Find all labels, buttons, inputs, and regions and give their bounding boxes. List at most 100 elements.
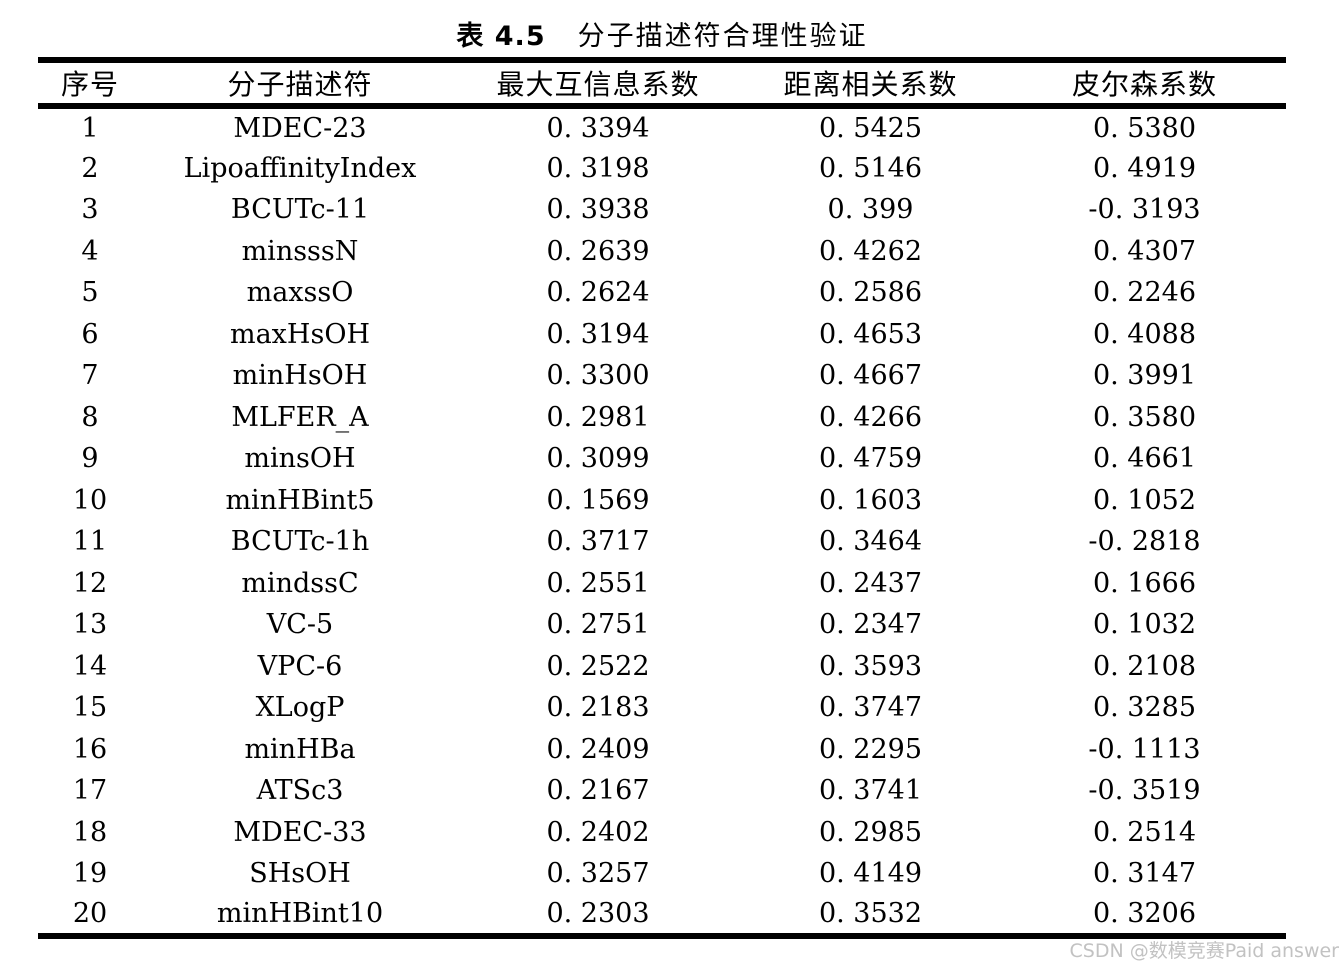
- table-row: 12 mindssC 0. 2551 0. 2437 0. 1666: [38, 563, 1286, 605]
- pearson-value-cell: 0. 3580: [1092, 401, 1197, 433]
- row-index-cell: 6: [81, 318, 99, 350]
- table-row: 20 minHBint10 0. 2303 0. 3532 0. 3206: [38, 895, 1286, 937]
- row-index-cell: 9: [81, 443, 99, 475]
- descriptor-name-cell: maxssO: [246, 277, 354, 309]
- pearson-value-cell: 0. 4919: [1092, 152, 1197, 184]
- row-index-cell: 5: [81, 277, 99, 309]
- col-header-index: 序号: [38, 60, 142, 109]
- mic-value-cell: 0. 2751: [546, 609, 650, 641]
- row-index-cell: 18: [72, 816, 108, 848]
- descriptor-name-cell: BCUTc-1h: [230, 526, 370, 558]
- pearson-value-cell: 0. 1032: [1092, 609, 1197, 641]
- dcor-value-cell: 0. 2586: [818, 277, 923, 309]
- mic-value-cell: 0. 2551: [546, 567, 650, 599]
- descriptor-name-cell: minsOH: [244, 443, 356, 475]
- table-row: 5 maxssO 0. 2624 0. 2586 0. 2246: [38, 272, 1286, 314]
- descriptor-name-cell: mindssC: [241, 567, 359, 599]
- row-index-cell: 15: [72, 692, 108, 724]
- col-header-descriptor: 分子描述符: [142, 60, 458, 109]
- mic-value-cell: 0. 2522: [546, 650, 650, 682]
- descriptor-name-cell: minHBint5: [225, 484, 375, 516]
- mic-value-cell: 0. 3198: [546, 152, 650, 184]
- pearson-value-cell: 0. 5380: [1092, 112, 1197, 144]
- pearson-value-cell: 0. 2108: [1092, 650, 1197, 682]
- mic-value-cell: 0. 2167: [546, 775, 650, 807]
- row-index-cell: 16: [72, 733, 108, 765]
- mic-value-cell: 0. 3257: [546, 858, 650, 890]
- pearson-value-cell: -0. 3193: [1088, 194, 1201, 226]
- mic-value-cell: 0. 2402: [546, 816, 650, 848]
- dcor-value-cell: 0. 3747: [818, 692, 923, 724]
- pearson-value-cell: 0. 3206: [1092, 898, 1197, 930]
- row-index-cell: 17: [72, 775, 108, 807]
- mic-value-cell: 0. 3717: [546, 526, 650, 558]
- table-row: 1 MDEC-23 0. 3394 0. 5425 0. 5380: [38, 106, 1286, 148]
- dcor-value-cell: 0. 2985: [818, 816, 923, 848]
- dcor-value-cell: 0. 2295: [818, 733, 923, 765]
- pearson-value-cell: 0. 1666: [1092, 567, 1197, 599]
- row-index-cell: 13: [72, 609, 108, 641]
- dcor-value-cell: 0. 3532: [818, 898, 923, 930]
- row-index-cell: 3: [81, 194, 99, 226]
- row-index-cell: 8: [81, 401, 99, 433]
- table-row: 15 XLogP 0. 2183 0. 3747 0. 3285: [38, 687, 1286, 729]
- mic-value-cell: 0. 3938: [546, 194, 650, 226]
- dcor-value-cell: 0. 4653: [818, 318, 923, 350]
- pearson-value-cell: 0. 3285: [1092, 692, 1197, 724]
- table-row: 3 BCUTc-11 0. 3938 0. 399 -0. 3193: [38, 189, 1286, 231]
- pearson-value-cell: 0. 1052: [1092, 484, 1197, 516]
- row-index-cell: 7: [81, 360, 99, 392]
- mic-value-cell: 0. 3300: [546, 360, 650, 392]
- col-header-pearson: 皮尔森系数: [1003, 60, 1286, 109]
- table-row: 8 MLFER_A 0. 2981 0. 4266 0. 3580: [38, 397, 1286, 439]
- descriptor-name-cell: minsssN: [241, 235, 359, 267]
- table-row: 19 SHsOH 0. 3257 0. 4149 0. 3147: [38, 853, 1286, 895]
- dcor-value-cell: 0. 4667: [818, 360, 923, 392]
- pearson-value-cell: 0. 3991: [1092, 360, 1197, 392]
- dcor-value-cell: 0. 2437: [818, 567, 923, 599]
- descriptor-name-cell: MDEC-33: [233, 816, 367, 848]
- descriptor-name-cell: minHBa: [244, 733, 356, 765]
- pearson-value-cell: 0. 2246: [1092, 277, 1197, 309]
- row-index-cell: 12: [72, 567, 108, 599]
- table-row: 16 minHBa 0. 2409 0. 2295 -0. 1113: [38, 729, 1286, 771]
- table-row: 18 MDEC-33 0. 2402 0. 2985 0. 2514: [38, 812, 1286, 854]
- row-index-cell: 19: [72, 858, 108, 890]
- pearson-value-cell: 0. 4088: [1092, 318, 1197, 350]
- dcor-value-cell: 0. 5425: [818, 112, 923, 144]
- row-index-cell: 10: [72, 484, 108, 516]
- descriptor-name-cell: VPC-6: [257, 650, 343, 682]
- row-index-cell: 2: [81, 152, 99, 184]
- descriptor-name-cell: minHsOH: [232, 360, 368, 392]
- mic-value-cell: 0. 2981: [546, 401, 650, 433]
- table-row: 6 maxHsOH 0. 3194 0. 4653 0. 4088: [38, 314, 1286, 356]
- dcor-value-cell: 0. 4266: [818, 401, 923, 433]
- mic-value-cell: 0. 3194: [546, 318, 650, 350]
- mic-value-cell: 0. 2409: [546, 733, 650, 765]
- mic-value-cell: 0. 1569: [546, 484, 650, 516]
- table-row: 7 minHsOH 0. 3300 0. 4667 0. 3991: [38, 355, 1286, 397]
- row-index-cell: 1: [81, 112, 99, 144]
- descriptor-name-cell: LipoaffinityIndex: [183, 152, 417, 184]
- descriptor-name-cell: VC-5: [266, 609, 334, 641]
- row-index-cell: 20: [72, 898, 108, 930]
- table-row: 14 VPC-6 0. 2522 0. 3593 0. 2108: [38, 646, 1286, 688]
- dcor-value-cell: 0. 3741: [818, 775, 923, 807]
- header-row: 序号 分子描述符 最大互信息系数 距离相关系数 皮尔森系数: [38, 60, 1286, 109]
- descriptor-name-cell: maxHsOH: [229, 318, 370, 350]
- dcor-value-cell: 0. 3464: [818, 526, 923, 558]
- mic-value-cell: 0. 2183: [546, 692, 650, 724]
- watermark-text: CSDN @数模竞赛Paid answer: [1069, 940, 1339, 962]
- row-index-cell: 14: [72, 650, 108, 682]
- table-title-text: 分子描述符合理性验证: [577, 21, 868, 52]
- pearson-value-cell: -0. 3519: [1088, 775, 1201, 807]
- col-header-mic: 最大互信息系数: [458, 60, 738, 109]
- descriptor-validation-table: 序号 分子描述符 最大互信息系数 距离相关系数 皮尔森系数 1 MDEC-23 0.…: [38, 57, 1286, 939]
- pearson-value-cell: 0. 3147: [1092, 858, 1197, 890]
- descriptor-name-cell: BCUTc-11: [230, 194, 370, 226]
- table-row: 11 BCUTc-1h 0. 3717 0. 3464 -0. 2818: [38, 521, 1286, 563]
- table-row: 9 minsOH 0. 3099 0. 4759 0. 4661: [38, 438, 1286, 480]
- pearson-value-cell: -0. 2818: [1088, 526, 1201, 558]
- mic-value-cell: 0. 2303: [546, 898, 650, 930]
- pearson-value-cell: 0. 4307: [1092, 235, 1197, 267]
